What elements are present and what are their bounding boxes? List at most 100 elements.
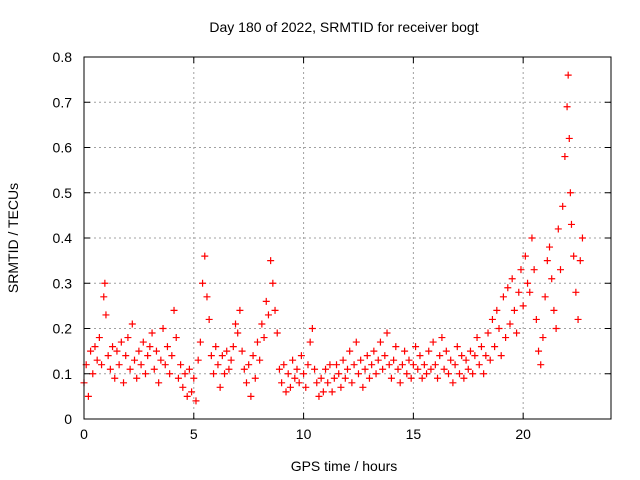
data-point [251, 374, 259, 382]
data-point [383, 329, 391, 337]
data-point [152, 347, 160, 355]
x-tick-label: 20 [515, 426, 531, 442]
data-point [409, 361, 417, 369]
data-point [401, 347, 409, 355]
data-point [148, 329, 156, 337]
data-point [344, 365, 351, 373]
data-point [214, 361, 222, 369]
data-point [532, 315, 540, 323]
data-point [447, 356, 455, 364]
data-point [519, 302, 527, 310]
data-point [232, 320, 240, 328]
data-point [449, 379, 457, 387]
data-point [155, 379, 163, 387]
data-point [535, 347, 543, 355]
data-point [488, 315, 496, 323]
data-point [416, 352, 424, 360]
data-point [517, 266, 525, 274]
data-point [269, 279, 277, 287]
data-point [578, 234, 586, 242]
data-point [328, 388, 336, 396]
data-point [350, 361, 358, 369]
data-point [431, 361, 439, 369]
data-point [381, 352, 389, 360]
data-point [524, 279, 532, 287]
data-point [480, 370, 488, 378]
data-point [374, 356, 382, 364]
data-point [361, 365, 369, 373]
data-point [179, 383, 187, 391]
data-point [260, 334, 268, 342]
data-point [258, 320, 266, 328]
data-point [89, 370, 97, 378]
data-point [495, 325, 503, 332]
data-point [502, 334, 510, 342]
data-point [333, 361, 341, 369]
data-point [543, 257, 551, 265]
data-point [363, 352, 371, 360]
data-point [91, 343, 99, 351]
data-point [486, 356, 494, 364]
data-point [390, 356, 398, 364]
data-point [302, 383, 310, 391]
data-point [124, 334, 132, 342]
data-point [368, 361, 376, 369]
data-point [451, 361, 459, 369]
y-tick-label: 0.3 [53, 275, 73, 291]
data-point [227, 356, 235, 364]
data-point [572, 288, 580, 296]
data-point [319, 388, 327, 396]
data-points [80, 71, 586, 405]
x-tick-label: 0 [80, 426, 88, 442]
data-point [95, 334, 103, 342]
data-point [376, 338, 384, 346]
data-point [183, 392, 191, 400]
data-point [225, 365, 233, 373]
data-point [405, 356, 413, 364]
data-point [491, 343, 499, 351]
data-point [497, 352, 505, 360]
data-point [249, 352, 257, 360]
data-point [420, 361, 428, 369]
data-point [337, 383, 345, 391]
data-point [273, 329, 281, 337]
data-point [330, 374, 338, 382]
data-point [464, 365, 472, 373]
data-point [163, 343, 171, 351]
data-point [267, 257, 275, 265]
data-point [159, 325, 167, 332]
data-point [157, 356, 165, 364]
data-point [477, 343, 485, 351]
data-point [102, 311, 110, 319]
data-point [508, 275, 516, 283]
data-point [150, 365, 158, 373]
data-point [313, 379, 321, 387]
data-point [515, 288, 523, 296]
data-point [398, 361, 406, 369]
x-tick-label: 10 [296, 426, 312, 442]
data-point [324, 379, 332, 387]
data-point [304, 361, 312, 369]
data-point [570, 252, 578, 260]
data-point [192, 397, 200, 405]
data-point [436, 352, 444, 360]
data-point [455, 370, 463, 378]
data-point [247, 392, 255, 400]
data-point [412, 343, 420, 351]
data-point [126, 365, 134, 373]
data-point [554, 225, 562, 233]
data-point [563, 103, 571, 111]
data-point [339, 356, 347, 364]
chart-title: Day 180 of 2022, SRMTID for receiver bog… [209, 19, 478, 35]
data-point [387, 374, 395, 382]
data-point [297, 352, 305, 360]
y-tick-label: 0.5 [53, 185, 73, 201]
data-point [131, 356, 139, 364]
data-point [460, 374, 468, 382]
data-point [98, 361, 106, 369]
data-point [308, 325, 316, 332]
data-point [499, 293, 507, 301]
data-point [539, 334, 547, 342]
data-point [423, 370, 431, 378]
